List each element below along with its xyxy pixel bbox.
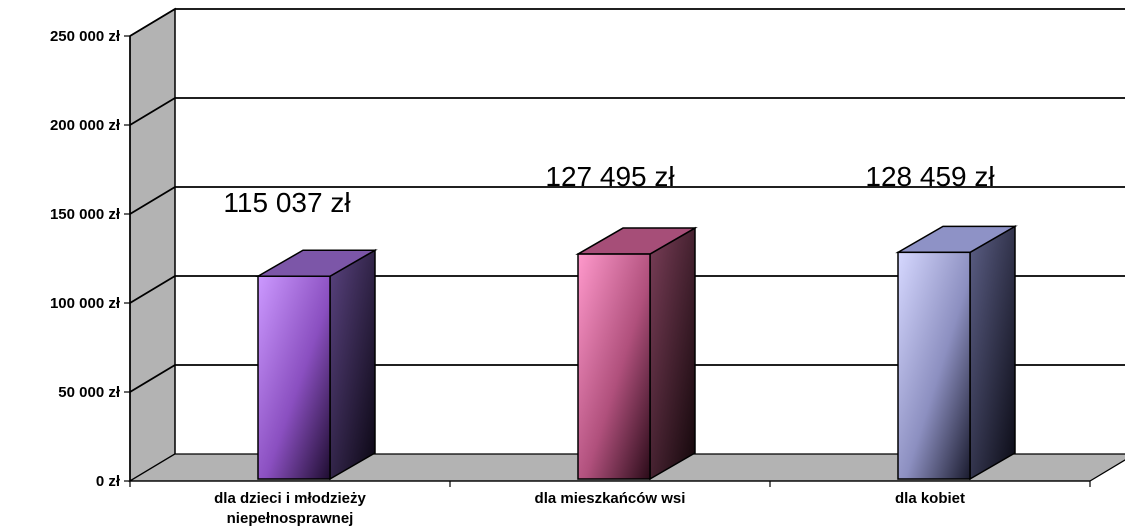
gridlines bbox=[129, 8, 1125, 393]
bar-side bbox=[329, 248, 376, 481]
gridline bbox=[129, 275, 1125, 304]
bar-side bbox=[969, 225, 1016, 481]
x-tick-label-line2: niepełnosprawnej bbox=[227, 510, 354, 527]
data-label: 115 037 zł bbox=[223, 187, 351, 218]
bar bbox=[895, 225, 1018, 481]
y-tick-label: 250 000 zł bbox=[50, 28, 121, 45]
bar bbox=[575, 226, 698, 481]
data-label: 128 459 zł bbox=[865, 161, 995, 192]
bar-front bbox=[897, 251, 971, 480]
gridline bbox=[129, 8, 1125, 37]
x-tick-label: dla dzieci i młodzieży bbox=[214, 490, 366, 507]
gridline bbox=[129, 364, 1125, 393]
bar-front bbox=[257, 275, 331, 480]
side-wall bbox=[129, 7, 176, 483]
x-tick-label: dla kobiet bbox=[895, 490, 965, 507]
labels: 115 037 zł dla dzieci i młodzieży niepełno… bbox=[214, 161, 995, 527]
bars bbox=[255, 225, 1018, 481]
y-tick-label: 150 000 zł bbox=[50, 206, 121, 223]
bar-side bbox=[649, 226, 696, 481]
data-label: 127 495 zł bbox=[545, 161, 675, 192]
y-axis: 0 zł 50 000 zł 100 000 zł 150 000 zł 200 000… bbox=[50, 28, 1091, 490]
y-tick-label: 50 000 zł bbox=[58, 384, 121, 401]
gridline bbox=[129, 186, 1125, 215]
y-tick-label: 200 000 zł bbox=[50, 117, 121, 134]
gridline bbox=[129, 97, 1125, 126]
y-tick-label: 100 000 zł bbox=[50, 295, 121, 312]
x-tick-label: dla mieszkańców wsi bbox=[535, 490, 686, 507]
y-tick-label: 0 zł bbox=[96, 473, 121, 490]
bar bbox=[255, 248, 378, 481]
bar-front bbox=[577, 253, 651, 480]
